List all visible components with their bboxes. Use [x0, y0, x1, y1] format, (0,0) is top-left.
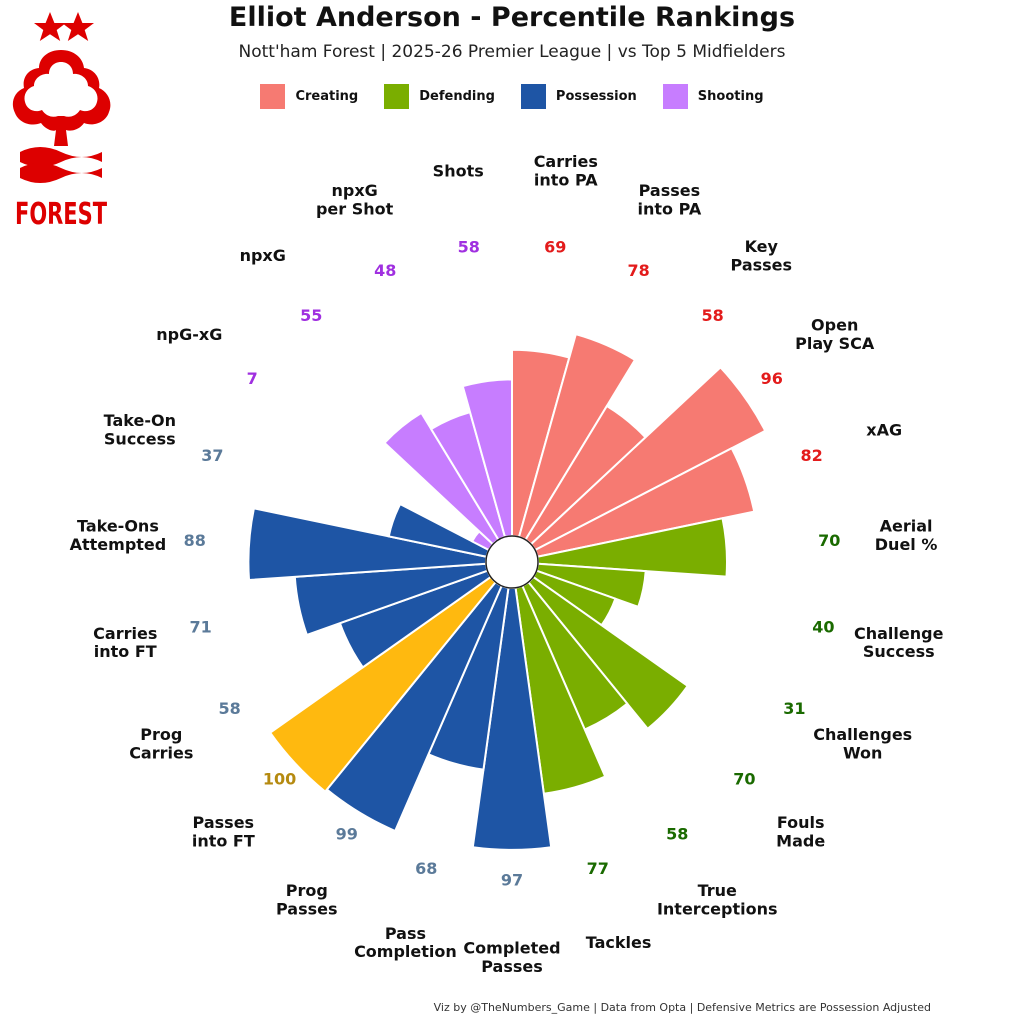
value-label-prog-carries: 58 — [219, 699, 241, 718]
metric-label-npxg-per-shot: npxG per Shot — [316, 181, 394, 218]
value-label-tackles: 77 — [587, 859, 609, 878]
value-label-prog-passes: 99 — [336, 824, 358, 843]
value-label-pass-completion: 68 — [415, 859, 437, 878]
legend-swatch-defending — [384, 84, 410, 109]
legend-item-creating: Creating — [260, 84, 358, 109]
metric-label-challenges-won: Challenges Won — [813, 725, 912, 762]
metric-label-tackles: Tackles — [586, 933, 652, 952]
metric-label-take-ons-attempted: Take-Ons Attempted — [70, 516, 167, 553]
metric-label-prog-carries: Prog Carries — [129, 725, 193, 762]
chart-title: Elliot Anderson - Percentile Rankings — [228, 2, 796, 33]
legend-label-possession: Possession — [555, 89, 637, 104]
value-label-fouls-made: 70 — [733, 770, 755, 789]
metric-label-xag: xAG — [866, 420, 902, 439]
value-label-take-ons-attempted: 88 — [184, 531, 206, 550]
value-label-passes-into-ft: 100 — [263, 770, 296, 789]
metric-label-carries-into-pa: Carries into PA — [534, 152, 599, 189]
legend-item-shooting: Shooting — [662, 84, 764, 109]
tree-icon — [12, 50, 111, 146]
metric-label-fouls-made: Fouls Made — [776, 813, 825, 850]
metric-label-prog-passes: Prog Passes — [276, 881, 338, 918]
metric-label-passes-into-ft: Passes into FT — [192, 813, 255, 850]
star-icon — [62, 12, 94, 41]
metric-label-completed-passes: Completed Passes — [463, 938, 560, 975]
legend-label-shooting: Shooting — [697, 89, 764, 104]
metric-label-challenge-success: Challenge Success — [854, 624, 944, 661]
value-label-npg-xg: 7 — [247, 369, 258, 388]
metric-label-npg-xg: npG-xG — [156, 325, 222, 344]
metric-label-shots: Shots — [433, 161, 484, 180]
star-icon — [34, 12, 66, 41]
legend-item-defending: Defending — [384, 84, 495, 109]
value-label-shots: 58 — [458, 238, 480, 257]
value-label-passes-into-pa: 78 — [628, 261, 650, 280]
logo-wordmark: FOREST — [15, 197, 107, 231]
metric-label-carries-into-ft: Carries into FT — [93, 624, 157, 661]
value-label-aerial-duel: 70 — [818, 531, 840, 550]
legend: Creating Defending Possession Shooting — [0, 84, 1024, 109]
legend-swatch-creating — [260, 84, 286, 109]
metric-label-npxg: npxG — [240, 246, 286, 265]
value-label-xag: 82 — [801, 446, 823, 465]
legend-label-creating: Creating — [295, 89, 359, 104]
metric-label-open-play-sca: Open Play SCA — [795, 316, 875, 353]
center-circle — [485, 535, 539, 589]
metric-label-key-passes: Key Passes — [731, 237, 793, 274]
metric-label-true-interceptions: True Interceptions — [657, 881, 778, 918]
legend-swatch-possession — [520, 84, 546, 109]
footer-credits: Viz by @TheNumbers_Game | Data from Opta… — [433, 1001, 931, 1014]
value-label-completed-passes: 97 — [501, 871, 523, 890]
value-label-open-play-sca: 96 — [761, 369, 783, 388]
value-label-npxg-per-shot: 48 — [374, 261, 396, 280]
value-label-challenges-won: 31 — [783, 699, 805, 718]
river-icon — [20, 147, 102, 167]
metric-label-passes-into-pa: Passes into PA — [638, 181, 702, 218]
legend-swatch-shooting — [662, 84, 688, 109]
value-label-carries-into-ft: 71 — [190, 617, 212, 636]
club-crest-logo: FOREST — [12, 12, 111, 231]
value-label-key-passes: 58 — [702, 306, 724, 325]
river-icon — [20, 163, 102, 183]
chart-subtitle: Nott'ham Forest | 2025-26 Premier League… — [238, 42, 786, 62]
metric-label-take-on-success: Take-On Success — [104, 411, 176, 448]
value-label-carries-into-pa: 69 — [544, 238, 566, 257]
metric-label-pass-completion: Pass Completion — [354, 924, 457, 961]
value-label-npxg: 55 — [300, 306, 322, 325]
legend-label-defending: Defending — [419, 89, 495, 104]
value-label-true-interceptions: 58 — [666, 824, 688, 843]
value-label-take-on-success: 37 — [201, 446, 223, 465]
metric-label-aerial-duel: Aerial Duel % — [875, 516, 938, 553]
value-label-challenge-success: 40 — [812, 617, 834, 636]
legend-item-possession: Possession — [520, 84, 637, 109]
